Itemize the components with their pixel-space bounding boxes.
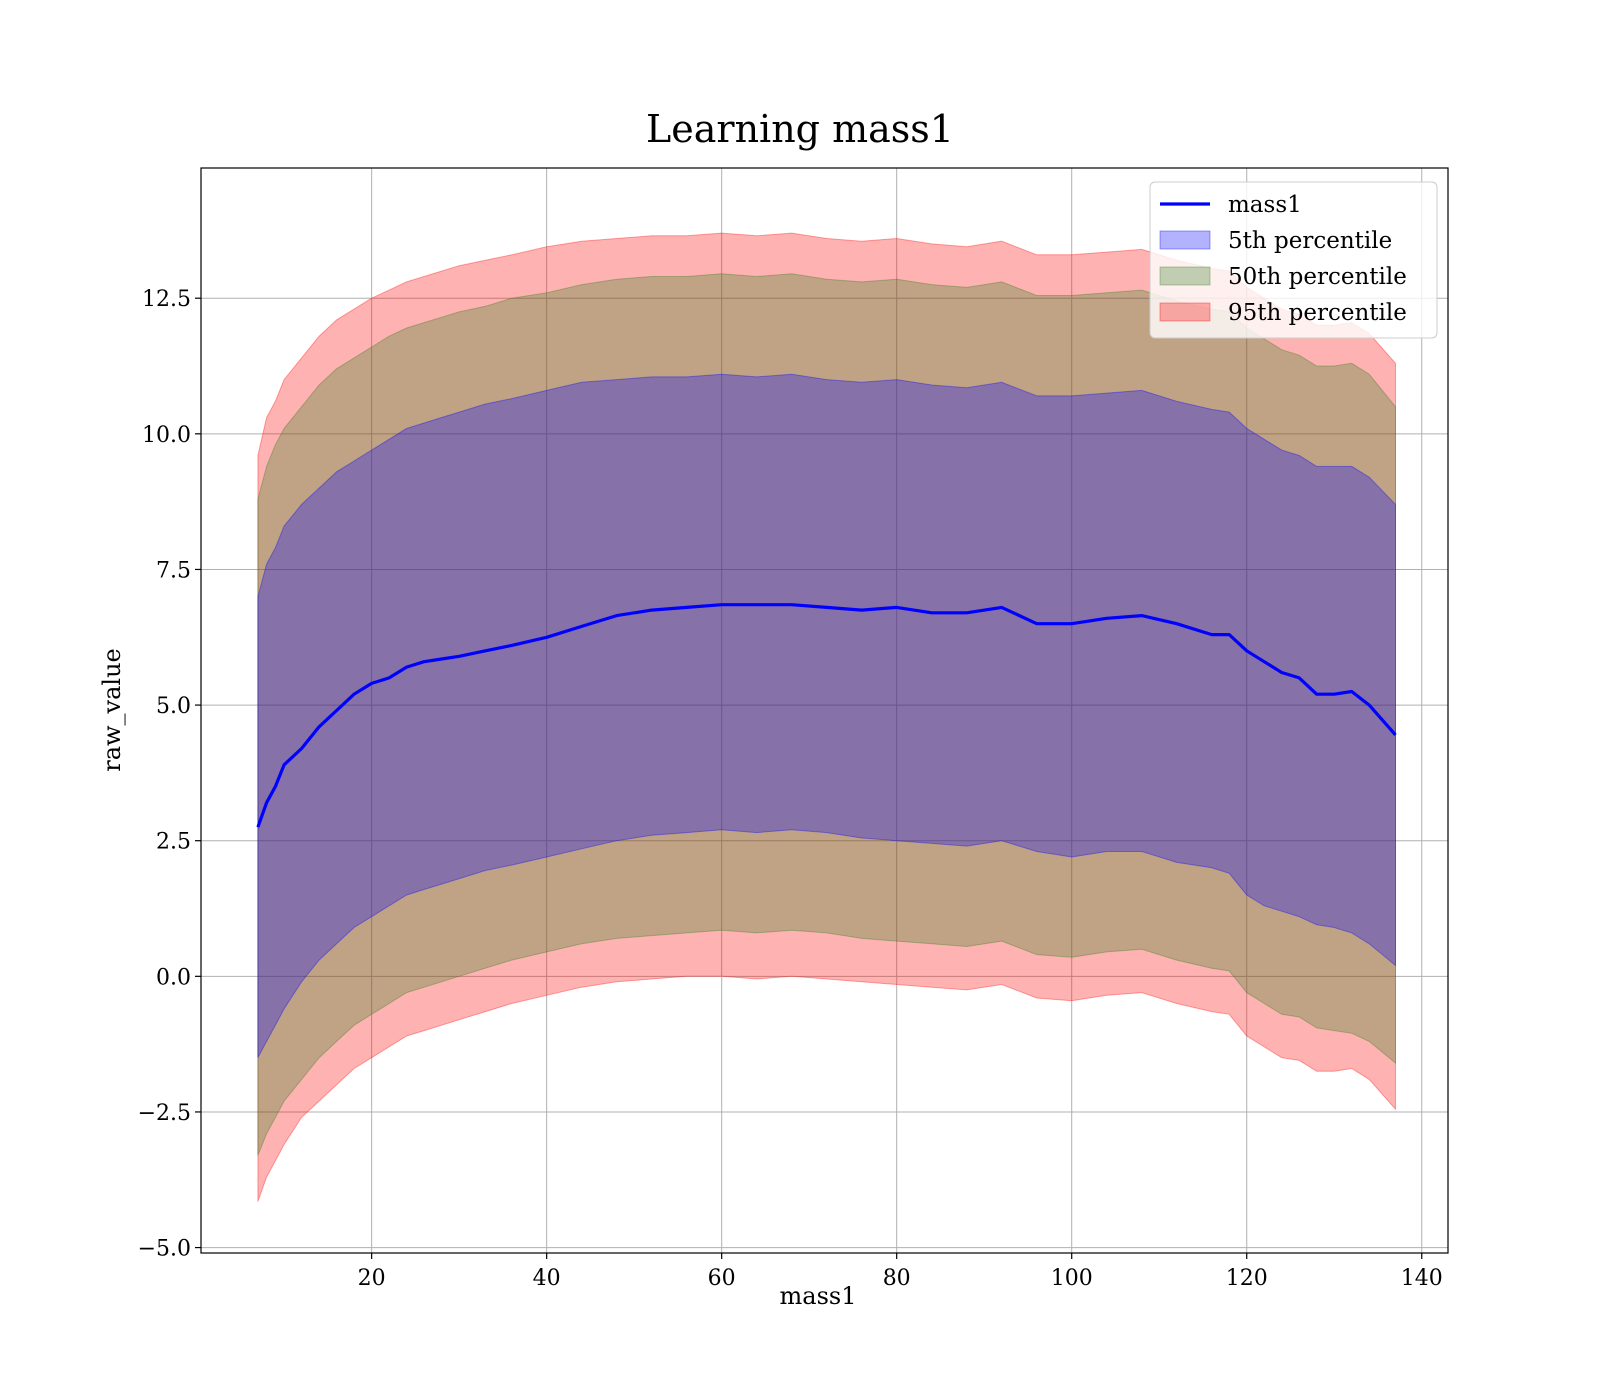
chart-title: Learning mass1 [646,107,954,151]
legend-label: 95th percentile [1228,300,1407,326]
y-axis-label: raw_value [98,648,126,772]
band-5th-percentile [257,373,1396,1058]
y-tick-label: 2.5 [156,830,191,855]
legend-label: 50th percentile [1228,264,1407,290]
x-tick-label: 80 [883,1266,911,1291]
legend-swatch [1159,266,1211,286]
mass1-line-layer [256,603,1397,828]
series-line-mass1 [256,603,1397,828]
y-tick-label: 5.0 [156,694,191,719]
band-95th-percentile [257,232,1396,1202]
legend-box [1149,181,1438,339]
gridlines [201,168,1448,1253]
x-tick-label: 20 [358,1266,386,1291]
x-tick-label: 60 [708,1266,736,1291]
legend-swatch [1159,230,1211,250]
legend-swatch [1159,302,1211,322]
percentile-bands [257,232,1396,1202]
y-tick-label: 7.5 [156,558,191,583]
y-tick-label: 10.0 [142,423,191,448]
axis-ticks: 20 40 60 80 100 120 140 −5.0 −2.5 0.0 2.5 5.0 7.5 10.… [138,287,1443,1291]
y-tick-label: −5.0 [138,1237,191,1262]
y-tick-label: −2.5 [138,1101,191,1126]
band-50th-percentile [257,273,1396,1156]
y-tick-label: 12.5 [142,287,191,312]
x-tick-label: 120 [1226,1266,1268,1291]
legend: mass1 5th percentile 50th percentile 95th p… [1149,181,1438,339]
x-tick-label: 100 [1051,1266,1093,1291]
x-axis-label: mass1 [780,1282,857,1310]
legend-label: mass1 [1228,192,1302,218]
y-tick-label: 0.0 [156,965,191,990]
legend-label: 5th percentile [1228,228,1392,254]
plot-frame [200,167,1449,1254]
x-tick-label: 40 [533,1266,561,1291]
x-tick-label: 140 [1401,1266,1443,1291]
